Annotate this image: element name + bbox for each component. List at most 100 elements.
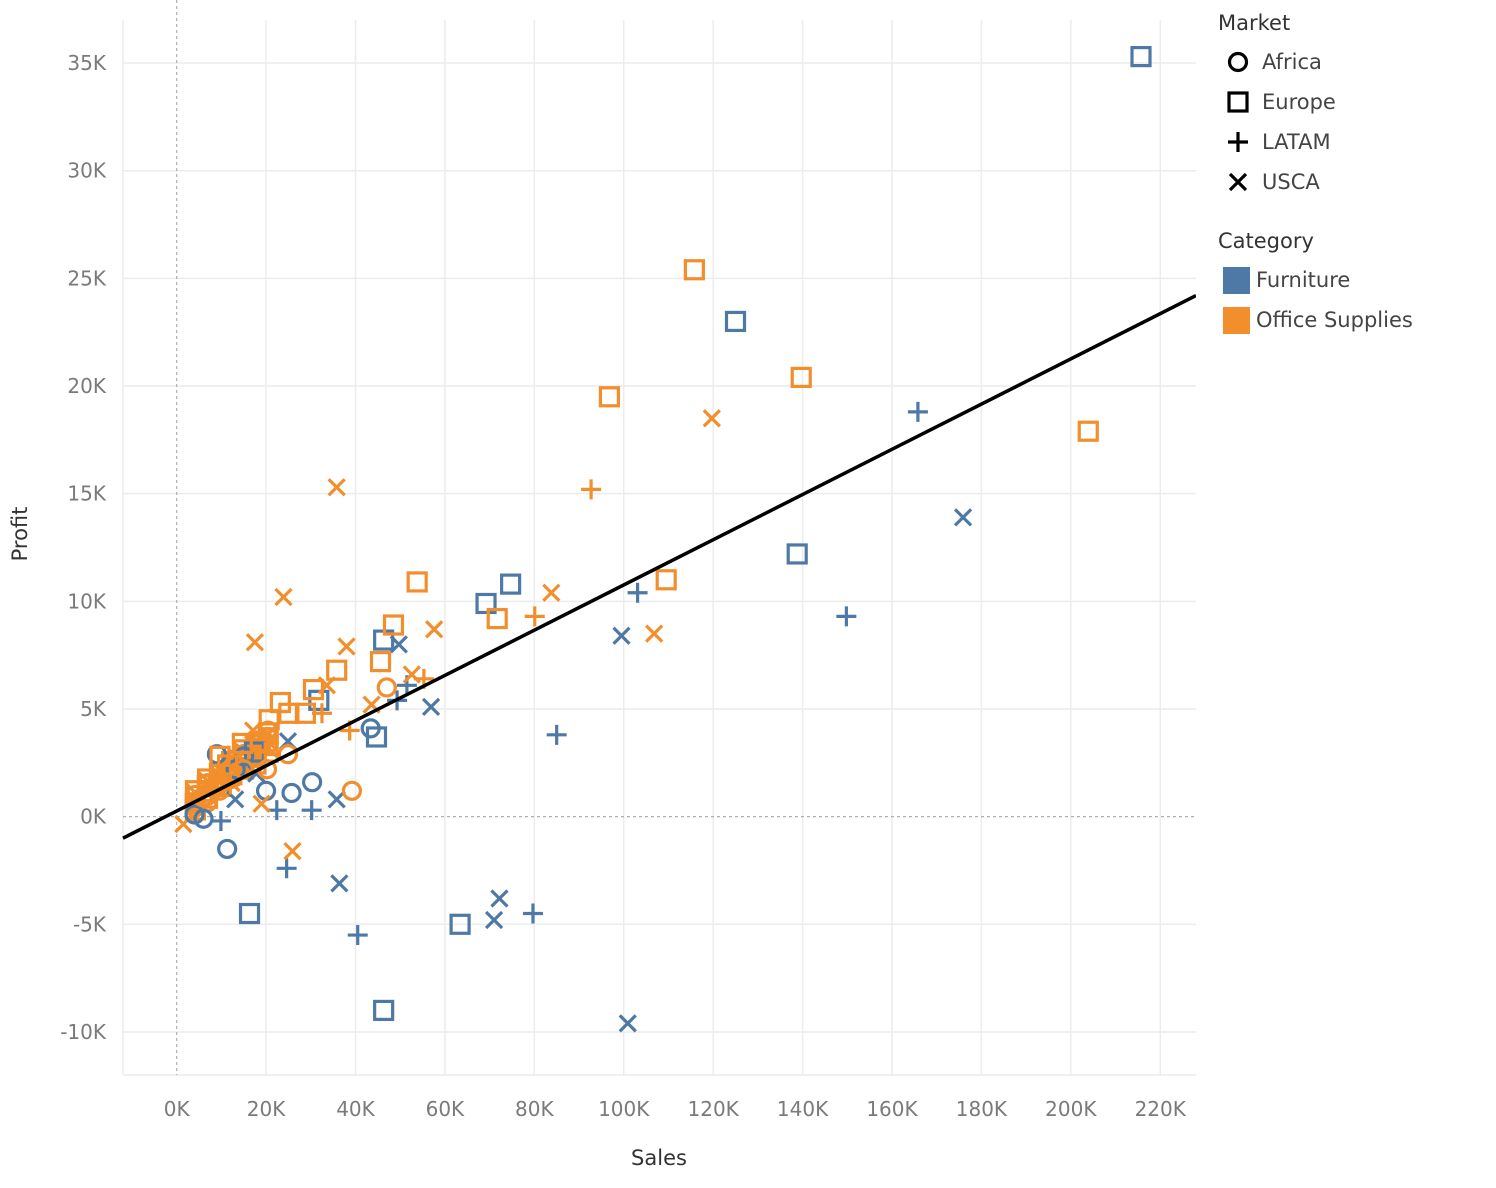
- x-gridlines: [122, 20, 1161, 1075]
- data-point: [724, 310, 747, 333]
- data-point: [249, 730, 271, 752]
- y-tick-label: 30K: [67, 159, 106, 183]
- legend-item-furniture[interactable]: Furniture: [1218, 260, 1488, 300]
- data-point: [486, 607, 508, 630]
- data-point: [238, 902, 261, 925]
- y-axis-title: Profit: [8, 507, 32, 562]
- data-point: [953, 508, 973, 527]
- legend-label: Furniture: [1256, 268, 1351, 292]
- x-axis-title: Sales: [631, 1146, 687, 1170]
- legend: Market Africa Europe LATAM USCA Category Fu…: [1218, 8, 1488, 340]
- y-tick-label: 20K: [67, 374, 106, 398]
- data-point: [389, 635, 408, 654]
- circle-icon: [1227, 51, 1249, 73]
- data-point: [524, 606, 545, 627]
- data-point: [206, 744, 227, 765]
- x-tick-label: 160K: [866, 1097, 918, 1121]
- data-point: [369, 651, 392, 673]
- x-tick-label: 80K: [515, 1097, 554, 1121]
- data-point: [522, 903, 543, 924]
- data-point: [311, 703, 332, 724]
- legend-item-office-supplies[interactable]: Office Supplies: [1218, 300, 1488, 340]
- cross-symbol: [1228, 172, 1248, 192]
- zero-lines: [123, 0, 1196, 1075]
- legend-item-europe[interactable]: Europe: [1218, 82, 1488, 122]
- data-point: [907, 401, 928, 422]
- data-point: [836, 606, 857, 627]
- y-gridlines: [123, 62, 1196, 1076]
- x-tick-label: 140K: [777, 1097, 829, 1121]
- legend-label: USCA: [1262, 170, 1320, 194]
- data-point: [598, 386, 621, 408]
- data-point: [406, 571, 428, 593]
- data-point: [192, 787, 213, 808]
- x-tick-label: 20K: [247, 1097, 286, 1121]
- legend-item-latam[interactable]: LATAM: [1218, 122, 1488, 162]
- data-point: [255, 742, 276, 763]
- plus-icon: [1228, 132, 1248, 152]
- data-point: [702, 409, 721, 428]
- data-point: [337, 637, 356, 656]
- y-tick-label: 0K: [80, 805, 107, 829]
- data-point: [210, 810, 231, 831]
- data-point: [276, 858, 297, 879]
- data-point: [449, 913, 471, 935]
- legend-label: LATAM: [1262, 130, 1331, 154]
- circle-symbol: [1227, 51, 1249, 73]
- data-point: [360, 718, 381, 739]
- square-icon: [1227, 91, 1249, 113]
- x-tick-label: 120K: [688, 1097, 740, 1121]
- x-tick-label: 0K: [164, 1097, 191, 1121]
- x-tick-label: 40K: [336, 1097, 375, 1121]
- legend-item-africa[interactable]: Africa: [1218, 42, 1488, 82]
- trend-line-group: [122, 294, 1196, 840]
- data-point: [326, 659, 348, 681]
- data-point: [618, 1014, 637, 1033]
- data-point: [683, 259, 705, 281]
- data-points: [174, 46, 1152, 1033]
- cross-icon: [1228, 172, 1248, 192]
- data-point: [283, 841, 302, 861]
- data-point: [475, 592, 497, 615]
- data-point: [341, 780, 363, 801]
- market-legend-title: Market: [1218, 11, 1291, 35]
- x-tick-label: 200K: [1045, 1097, 1097, 1121]
- data-point: [278, 702, 300, 724]
- data-point: [627, 582, 648, 603]
- data-point: [500, 573, 522, 595]
- data-point: [245, 633, 265, 652]
- trend-line: [122, 294, 1196, 840]
- x-tick-label: 180K: [956, 1097, 1008, 1121]
- data-point: [301, 800, 322, 821]
- data-point: [581, 479, 602, 500]
- x-tick-label: 100K: [598, 1097, 650, 1121]
- data-point: [1077, 420, 1099, 442]
- data-point: [330, 874, 349, 893]
- data-point: [193, 808, 214, 829]
- data-point: [347, 925, 368, 946]
- legend-label: Europe: [1262, 90, 1336, 114]
- y-axis-ticks: -10K -5K 0K 5K 10K 15K 20K 25K 30K 35K: [60, 51, 107, 1044]
- data-point: [243, 721, 263, 740]
- y-tick-label: 35K: [67, 51, 106, 75]
- data-point: [277, 744, 299, 765]
- square-symbol: [1227, 91, 1249, 113]
- y-tick-label: 5K: [80, 697, 107, 721]
- data-point: [274, 587, 293, 607]
- data-point: [790, 366, 812, 389]
- scatter-plot: 0K 20K 40K 60K 80K 100K 120K 140K 160K 180K 200K 22…: [8, 0, 1196, 1170]
- data-point: [425, 620, 444, 639]
- data-point: [490, 889, 509, 908]
- legend-label: Office Supplies: [1256, 308, 1413, 332]
- data-point: [484, 910, 504, 930]
- data-point: [217, 838, 238, 860]
- data-point: [302, 679, 325, 701]
- x-tick-label: 60K: [426, 1097, 465, 1121]
- legend-item-usca[interactable]: USCA: [1218, 162, 1488, 202]
- data-point: [612, 626, 631, 645]
- data-point: [327, 478, 346, 497]
- y-tick-label: -5K: [73, 912, 107, 936]
- data-point: [258, 709, 280, 731]
- y-tick-label: 15K: [67, 482, 106, 506]
- data-point: [382, 614, 405, 636]
